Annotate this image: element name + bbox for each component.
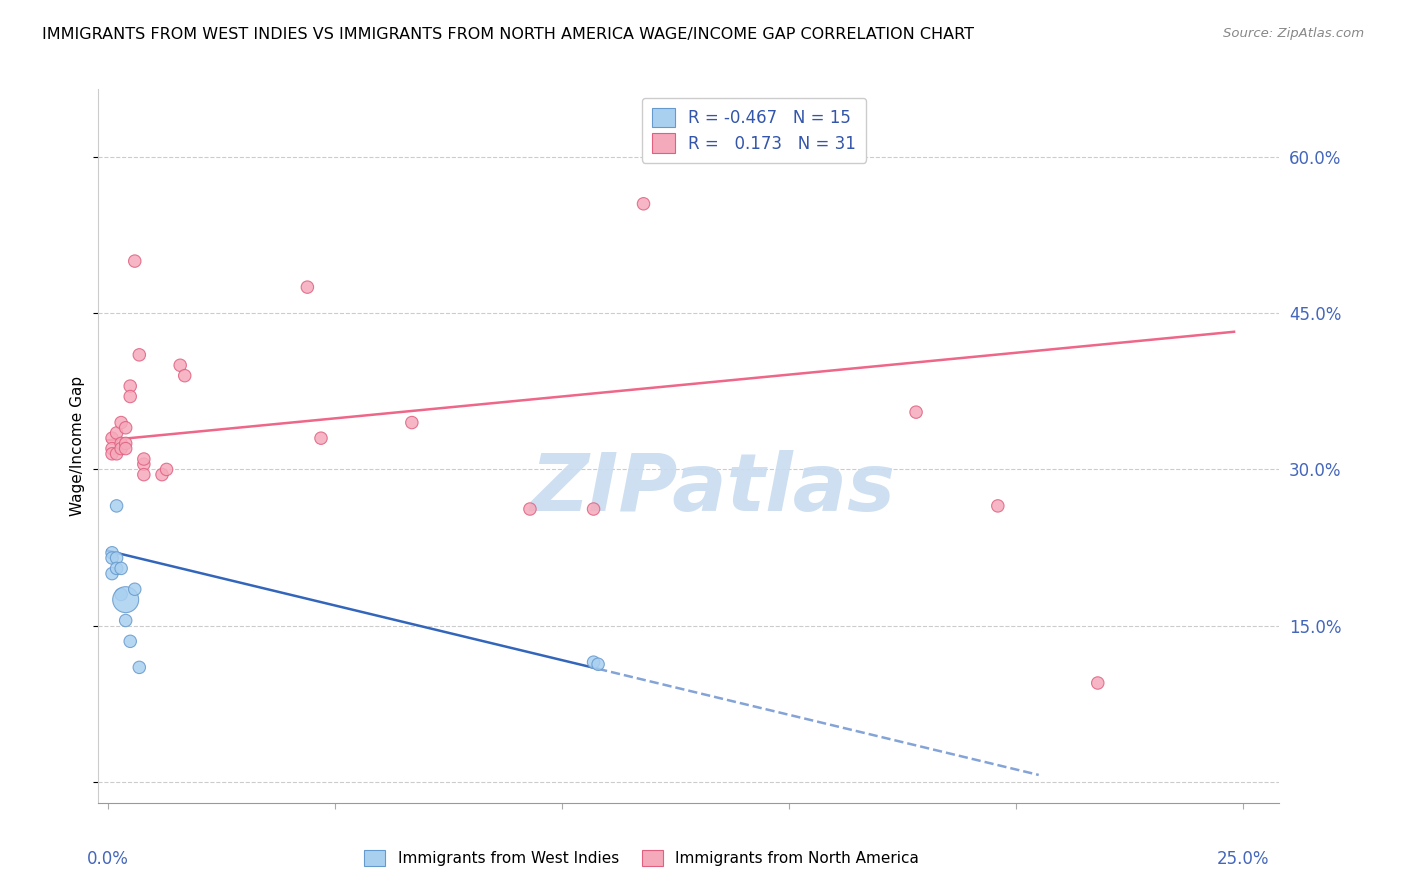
Point (309, 431, 332, 445)
Point (297, 280, 319, 294)
Point (1087, 676, 1109, 690)
Y-axis label: Wage/Income Gap: Wage/Income Gap (70, 376, 86, 516)
Point (110, 587, 132, 601)
Point (401, 416, 423, 430)
Point (105, 561, 128, 575)
Point (905, 405, 928, 419)
Point (633, 196, 655, 211)
Point (586, 657, 609, 672)
Point (110, 561, 132, 575)
Point (155, 462, 177, 476)
Point (132, 467, 155, 482)
Point (110, 416, 132, 430)
Point (150, 467, 173, 482)
Point (105, 499, 128, 513)
Point (101, 447, 124, 461)
Point (101, 431, 124, 445)
Point (169, 358, 191, 372)
Point (101, 442, 124, 456)
Point (114, 421, 136, 435)
Point (128, 348, 150, 362)
Point (132, 452, 155, 467)
Text: ZIPatlas: ZIPatlas (530, 450, 896, 528)
Point (110, 436, 132, 450)
Point (124, 582, 146, 597)
Point (101, 551, 124, 566)
Point (105, 551, 128, 566)
Point (114, 592, 136, 607)
Point (105, 447, 128, 461)
Point (101, 546, 124, 560)
Text: IMMIGRANTS FROM WEST INDIES VS IMMIGRANTS FROM NORTH AMERICA WAGE/INCOME GAP COR: IMMIGRANTS FROM WEST INDIES VS IMMIGRANT… (42, 27, 974, 42)
Point (114, 614, 136, 628)
Point (120, 634, 142, 648)
Point (110, 442, 132, 456)
Legend: Immigrants from West Indies, Immigrants from North America: Immigrants from West Indies, Immigrants … (357, 842, 927, 873)
Point (114, 436, 136, 450)
Text: Source: ZipAtlas.com: Source: ZipAtlas.com (1223, 27, 1364, 40)
Point (132, 457, 155, 471)
Point (114, 442, 136, 456)
Point (105, 425, 128, 440)
Point (173, 368, 195, 383)
Point (120, 379, 142, 393)
Point (128, 660, 150, 674)
Point (987, 499, 1010, 513)
Text: 0.0%: 0.0% (87, 850, 128, 868)
Point (582, 502, 605, 516)
Point (101, 566, 124, 581)
Point (120, 390, 142, 404)
Point (519, 502, 541, 516)
Point (582, 655, 605, 669)
Point (124, 254, 146, 268)
Text: 25.0%: 25.0% (1216, 850, 1270, 868)
